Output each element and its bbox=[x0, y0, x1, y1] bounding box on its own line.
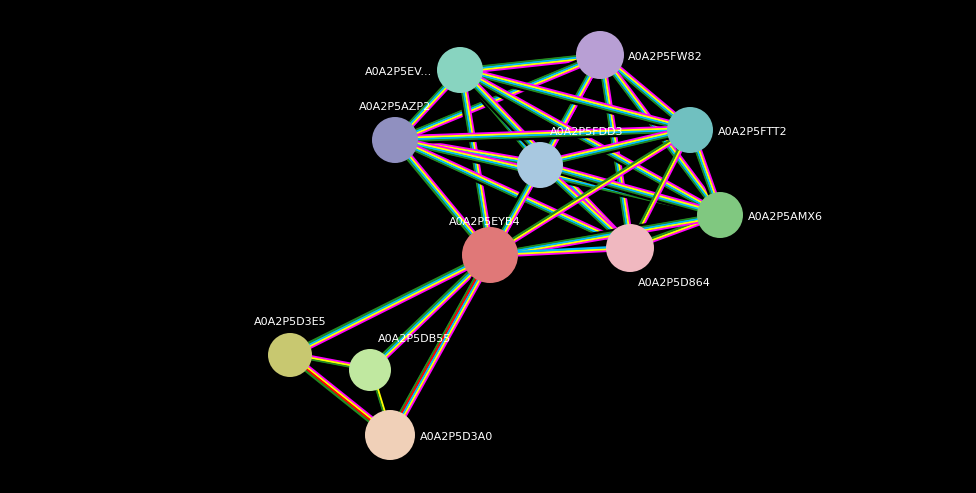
Text: A0A2P5EYB4: A0A2P5EYB4 bbox=[449, 217, 521, 227]
Text: A0A2P5AMX6: A0A2P5AMX6 bbox=[748, 212, 823, 222]
Circle shape bbox=[606, 224, 654, 272]
Text: A0A2P5AZP2: A0A2P5AZP2 bbox=[359, 102, 431, 112]
Text: A0A2P5D864: A0A2P5D864 bbox=[638, 278, 711, 288]
Circle shape bbox=[365, 410, 415, 460]
Text: A0A2P5FTT2: A0A2P5FTT2 bbox=[718, 127, 788, 137]
Circle shape bbox=[697, 192, 743, 238]
Text: A0A2P5FW82: A0A2P5FW82 bbox=[628, 52, 703, 62]
Text: A0A2P5D3A0: A0A2P5D3A0 bbox=[420, 432, 493, 442]
Text: A0A2P5DB55: A0A2P5DB55 bbox=[378, 334, 451, 344]
Circle shape bbox=[667, 107, 713, 153]
Circle shape bbox=[349, 349, 391, 391]
Circle shape bbox=[268, 333, 312, 377]
Circle shape bbox=[372, 117, 418, 163]
Circle shape bbox=[462, 227, 518, 283]
Circle shape bbox=[576, 31, 624, 79]
Circle shape bbox=[437, 47, 483, 93]
Circle shape bbox=[517, 142, 563, 188]
Text: A0A2P5D3E5: A0A2P5D3E5 bbox=[254, 317, 326, 327]
Text: A0A2P5EV...: A0A2P5EV... bbox=[365, 67, 432, 77]
Text: A0A2P5FDD3: A0A2P5FDD3 bbox=[550, 127, 624, 137]
